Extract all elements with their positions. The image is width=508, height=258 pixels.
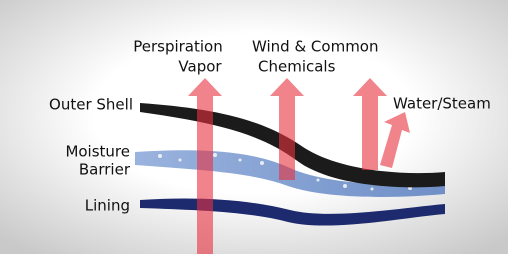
label: Lining	[85, 197, 130, 215]
label: Vapor	[178, 58, 222, 76]
label: Moisture	[65, 143, 130, 161]
label: Outer Shell	[49, 96, 133, 114]
label: Water/Steam	[393, 95, 491, 113]
diagram: Perspiration Vapor Wind & Common Chemicals W…	[0, 0, 508, 254]
label: Wind & Common	[252, 38, 379, 56]
label: Perspiration	[133, 38, 223, 56]
label: Barrier	[79, 161, 131, 179]
label: Chemicals	[258, 58, 336, 76]
